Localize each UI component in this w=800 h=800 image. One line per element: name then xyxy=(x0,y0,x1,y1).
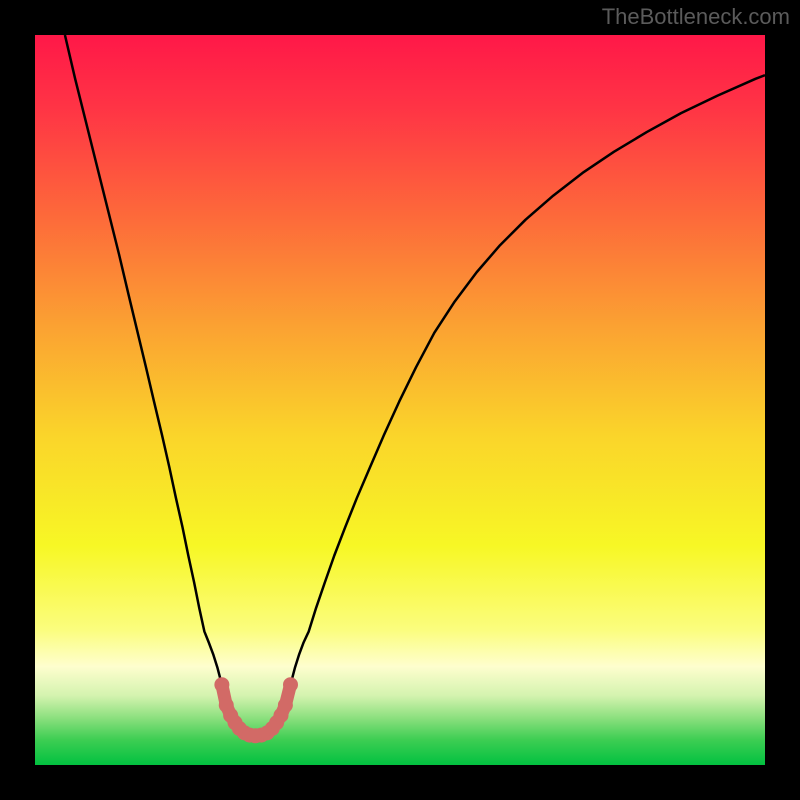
plot-svg xyxy=(35,35,765,765)
highlight-marker xyxy=(278,698,293,713)
watermark-text: TheBottleneck.com xyxy=(602,4,790,30)
highlight-marker xyxy=(214,677,229,692)
highlight-marker xyxy=(283,677,298,692)
chart-frame: TheBottleneck.com xyxy=(0,0,800,800)
plot-area xyxy=(35,35,765,765)
